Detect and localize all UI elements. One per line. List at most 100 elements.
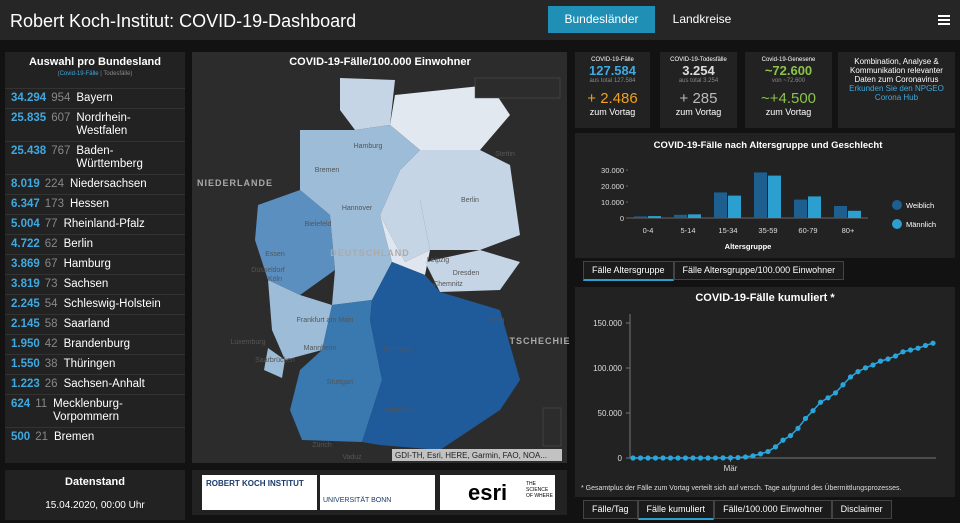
tab[interactable]: Landkreise — [672, 12, 732, 26]
kpi-delta: + 285 — [679, 90, 718, 107]
kpi-value: 127.584 — [589, 63, 636, 78]
age-tabs: Fälle Altersgruppe Fälle Altersgruppe/10… — [583, 261, 845, 281]
info-card[interactable]: Kombination, Analyse & Kommunikation rel… — [838, 52, 955, 128]
subtab[interactable]: Fälle Altersgruppe/100.000 Einwohner — [673, 261, 845, 280]
legend-part: Covid-19-Fälle — [59, 71, 99, 77]
info-text: Kombination, Analyse & Kommunikation rel… — [850, 57, 943, 84]
kpi-delta-label: zum Vortag — [675, 107, 722, 117]
state-row[interactable]: 500 21 Bremen — [5, 427, 185, 447]
state-row[interactable]: 4.722 62 Berlin — [5, 234, 185, 254]
state-row[interactable]: 1.550 38 Thüringen — [5, 354, 185, 374]
legend-part: | — [98, 71, 104, 77]
state-name: Rheinland-Pfalz — [63, 218, 145, 230]
state-name: Brandenburg — [63, 338, 131, 350]
logo-panel: ROBERT KOCH INSTITUT UNIVERSITÄT BONN es… — [192, 470, 567, 515]
state-name: Thüringen — [63, 358, 116, 370]
title: Robert Koch-Institut: COVID-19-Dashboard — [10, 11, 357, 31]
state-name: Bremen — [53, 431, 95, 443]
subtab[interactable]: Fälle kumuliert — [637, 500, 715, 520]
state-row[interactable]: 1.223 26 Sachsen-Anhalt — [5, 374, 185, 394]
subtab[interactable]: Fälle Altersgruppe — [583, 261, 674, 281]
kpi-total: von ~72.600 — [771, 78, 806, 84]
state-name: Berlin — [63, 238, 93, 250]
subtab[interactable]: Fälle/100.000 Einwohner — [714, 500, 832, 519]
death-count: 67 — [44, 258, 58, 270]
logo-bonn: UNIVERSITÄT BONN — [320, 475, 435, 510]
death-count: 954 — [51, 92, 71, 104]
case-count: 1.550 — [11, 358, 40, 370]
state-row[interactable]: 8.019 224 Niedersachsen — [5, 174, 185, 194]
case-count: 500 — [11, 431, 31, 443]
menu-icon[interactable] — [938, 15, 950, 25]
state-name: Mecklenburg-Vorpommern — [53, 398, 123, 423]
info-link[interactable]: Erkunden Sie den NPGEO Corona Hub — [849, 84, 944, 102]
kpi-label: COVID-19-Todesfälle — [670, 57, 727, 63]
datenstand-panel: Datenstand 15.04.2020, 00:00 Uhr — [5, 470, 185, 520]
datenstand-title: Datenstand — [65, 476, 125, 488]
logo-esri-text: esri — [468, 480, 508, 505]
tab[interactable]: Bundesländer — [548, 6, 655, 33]
kpi-delta: ~+4.500 — [760, 90, 817, 107]
kpi-delta: + 2.486 — [587, 90, 638, 107]
state-row[interactable]: 624 11 Mecklenburg-Vorpommern — [5, 394, 185, 427]
state-row[interactable]: 2.145 58 Saarland — [5, 314, 185, 334]
death-count: 21 — [35, 431, 48, 443]
case-count: 25.835 — [11, 112, 47, 124]
state-row[interactable]: 2.245 54 Schleswig-Holstein — [5, 294, 185, 314]
case-count: 8.019 — [11, 178, 40, 190]
case-count: 1.223 — [11, 378, 40, 390]
kpi-total: aus total 3.254 — [678, 78, 719, 84]
logo-esri-slogan: THE SCIENCE OF WHERE — [526, 481, 553, 499]
panel-title: Auswahl pro Bundesland — [28, 56, 161, 68]
legend-part: ) — [130, 71, 133, 77]
state-name: Niedersachsen — [69, 178, 147, 190]
logo-esri: esri THE SCIENCE OF WHERE — [440, 475, 555, 510]
case-count: 5.004 — [11, 218, 40, 230]
state-name: Hamburg — [63, 258, 111, 270]
case-count: 624 — [11, 398, 31, 410]
state-row[interactable]: 25.835 607 Nordrhein-Westfalen — [5, 108, 185, 141]
state-name: Baden-Württemberg — [76, 145, 143, 170]
death-count: 607 — [51, 112, 71, 124]
state-name: Nordrhein-Westfalen — [76, 112, 131, 137]
kpi-card: Covid-19-Genesene ~72.600 von ~72.600 ~+4.5… — [745, 52, 832, 128]
state-row[interactable]: 1.950 42 Brandenburg — [5, 334, 185, 354]
death-count: 173 — [44, 198, 64, 210]
death-count: 77 — [44, 218, 58, 230]
panel-legend: (Covid-19-Fälle | Todesfälle) — [5, 71, 185, 77]
case-count: 6.347 — [11, 198, 40, 210]
subtab[interactable]: Disclaimer — [831, 500, 892, 519]
kpi-label: Covid-19-Genesene — [761, 57, 816, 63]
state-name: Hessen — [69, 198, 109, 210]
state-name: Saarland — [63, 318, 110, 330]
state-name: Bayern — [76, 92, 113, 104]
state-name: Sachsen-Anhalt — [63, 378, 145, 390]
cumulative-tabs: Fälle/Tag Fälle kumuliert Fälle/100.000 … — [583, 500, 892, 520]
kpi-delta-label: zum Vortag — [765, 107, 812, 117]
datenstand-value: 15.04.2020, 00:00 Uhr — [45, 500, 145, 511]
case-count: 3.869 — [11, 258, 40, 270]
legend-part: Todesfälle — [103, 71, 131, 77]
death-count: 224 — [44, 178, 64, 190]
footnote: * Gesamtplus der Fälle zum Vortag vertei… — [581, 485, 902, 492]
case-count: 4.722 — [11, 238, 40, 250]
case-count: 34.294 — [11, 92, 47, 104]
state-row[interactable]: 6.347 173 Hessen — [5, 194, 185, 214]
kpi-card: COVID-19-Todesfälle 3.254 aus total 3.254 +… — [660, 52, 737, 128]
state-row[interactable]: 25.438 767 Baden-Württemberg — [5, 141, 185, 174]
death-count: 42 — [44, 338, 58, 350]
logo-rki: ROBERT KOCH INSTITUT — [202, 475, 317, 510]
death-count: 54 — [44, 298, 58, 310]
case-count: 2.145 — [11, 318, 40, 330]
case-count: 2.245 — [11, 298, 40, 310]
state-row[interactable]: 3.819 73 Sachsen — [5, 274, 185, 294]
state-row[interactable]: 5.004 77 Rheinland-Pfalz — [5, 214, 185, 234]
kpi-label: COVID-19-Fälle — [591, 57, 634, 63]
death-count: 58 — [44, 318, 58, 330]
subtab[interactable]: Fälle/Tag — [583, 500, 638, 519]
kpi-card: COVID-19-Fälle 127.584 aus total 127.584 + … — [575, 52, 650, 128]
header: Robert Koch-Institut: COVID-19-Dashboard… — [0, 0, 960, 40]
state-row[interactable]: 34.294 954 Bayern — [5, 88, 185, 108]
state-row[interactable]: 3.869 67 Hamburg — [5, 254, 185, 274]
